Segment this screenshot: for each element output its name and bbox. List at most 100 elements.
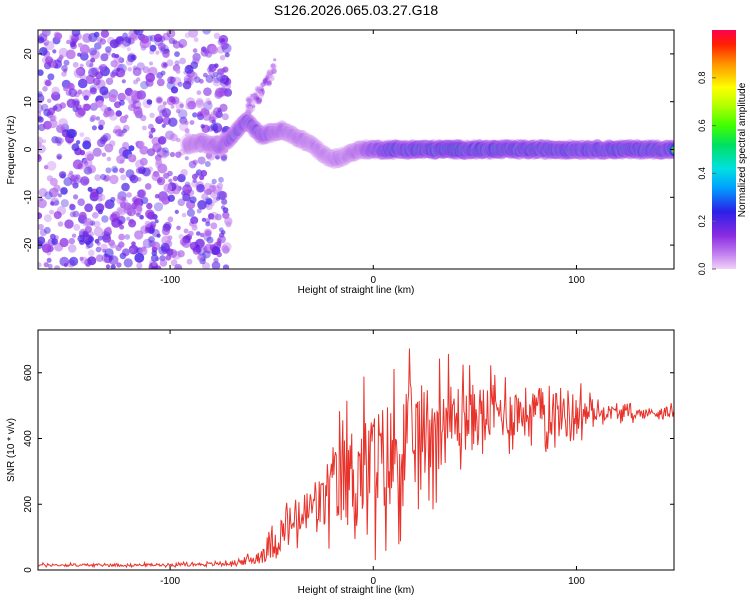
spectrogram-noise-cell	[185, 97, 196, 107]
spectrogram-noise-cell	[127, 103, 136, 111]
spectrogram-noise-cell	[64, 219, 74, 229]
spectrogram-noise-cell	[82, 103, 88, 110]
spectrogram-noise-cell	[43, 226, 51, 234]
spectrogram-noise-cell	[221, 198, 228, 205]
spectrogram-noise-cell	[226, 84, 232, 89]
spectrogram-noise-cell	[221, 113, 229, 121]
spectrogram-noise-cell	[196, 90, 202, 96]
spectrogram-noise-cell	[69, 211, 76, 218]
spectrogram-branch-cell	[268, 75, 275, 82]
spectrogram-noise-cell	[155, 158, 163, 166]
spectrogram-noise-cell	[175, 101, 185, 111]
spectrogram-noise-cell	[58, 171, 67, 179]
spectrogram-noise-cell	[38, 188, 48, 197]
spectrogram-noise-cell	[67, 244, 77, 253]
spectrogram-noise-cell	[201, 217, 206, 222]
spectrogram-noise-cell	[44, 191, 53, 200]
spectrogram-noise-cell	[92, 147, 102, 157]
spectrogram-noise-cell	[47, 107, 56, 116]
spectrogram-noise-cell	[142, 125, 147, 131]
spectrogram-noise-cell	[100, 243, 108, 252]
spectrogram-noise-cell	[167, 76, 176, 85]
spectrogram-noise-cell	[147, 148, 156, 157]
spectrogram-noise-cell	[181, 212, 187, 218]
spectrogram-noise-cell	[170, 259, 178, 267]
snr-panel: -100 0 100 0 200 400 600 Height of straight li…	[6, 329, 675, 596]
spectrogram-noise-cell	[186, 208, 195, 217]
spectrogram-noise-cell	[149, 44, 157, 52]
spectrogram-noise-cell	[83, 95, 89, 101]
spectrogram-noise-cell	[177, 198, 186, 207]
spectrogram-noise-cell	[140, 35, 149, 44]
spectrogram-noise-cell	[109, 242, 116, 249]
spectrogram-noise-cell	[119, 40, 128, 49]
spectrogram-noise-cell	[188, 230, 194, 237]
spectrogram-noise-cell	[44, 165, 49, 170]
spectrogram-noise-cell	[83, 166, 93, 175]
spectrogram-noise-cell	[144, 183, 152, 190]
spectrogram-noise-cell	[82, 140, 92, 150]
spectrogram-noise-cell	[212, 107, 223, 117]
snr-y-tick-label: 400	[23, 430, 34, 447]
spectrogram-noise-cell	[194, 76, 201, 83]
spectrogram-noise-cell	[217, 68, 225, 76]
colorbar-ticks: 0.0 0.2 0.4 0.6 0.8	[697, 72, 716, 275]
spectrogram-noise-cell	[42, 30, 48, 36]
spectrogram-noise-cell	[211, 261, 221, 269]
spectrogram-noise-cell	[71, 233, 77, 238]
spectrogram-noise-cell	[159, 259, 168, 267]
spectrogram-noise-cell	[197, 254, 205, 262]
spectrogram-noise-cell	[128, 145, 135, 152]
spectrogram-noise-cell	[129, 218, 135, 224]
spectrogram-noise-cell	[45, 56, 54, 65]
spectrogram-noise-cell	[42, 86, 48, 92]
spectrogram-noise-cell	[109, 140, 116, 147]
spectrogram-noise-cell	[149, 61, 153, 66]
spectrogram-noise-cell	[124, 234, 131, 240]
spectrogram-noise-cell	[184, 156, 189, 161]
spectrogram-noise-cell	[172, 175, 179, 182]
spectrogram-noise-cell	[220, 155, 228, 162]
spectrogram-noise-cell	[128, 99, 134, 105]
spectrogram-noise-cell	[161, 152, 168, 159]
spectrogram-noise-cell	[139, 214, 144, 220]
spectrogram-noise-cell	[60, 199, 69, 208]
spectrogram-noise-cell	[184, 32, 191, 39]
spectrogram-noise-cell	[162, 50, 170, 58]
snr-x-tick-label: -100	[160, 576, 180, 587]
spectrogram-noise-cell	[132, 67, 142, 77]
spectrogram-noise-cell	[59, 237, 69, 248]
spectrogram-noise-cell	[53, 184, 61, 192]
spectrogram-noise-cell	[94, 174, 101, 181]
spectrogram-noise-cell	[166, 30, 176, 38]
spectrogram-noise-cell	[182, 80, 192, 90]
spectrogram-noise-cell	[196, 231, 201, 236]
spectrogram-noise-cell	[220, 38, 226, 43]
snr-x-tick-label: 100	[568, 576, 585, 587]
spectrogram-noise-cell	[118, 233, 125, 241]
spectrogram-noise-cell	[176, 225, 181, 231]
spectrogram-noise-cell	[108, 255, 119, 266]
spectrogram-noise-cell	[168, 117, 178, 127]
spectrogram-noise-cell	[190, 61, 199, 69]
spectrogram-noise-cell	[179, 44, 184, 49]
spectrogram-noise-cell	[42, 139, 47, 144]
spectrogram-noise-cell	[122, 128, 127, 134]
spectrogram-noise-cell	[132, 205, 143, 216]
spectrogram-noise-cell	[60, 126, 66, 131]
spectrogram-noise-cell	[58, 118, 68, 128]
spectrogram-noise-cell	[52, 49, 57, 54]
spectrogram-noise-cell	[128, 247, 135, 254]
spectrogram-noise-cell	[100, 173, 107, 181]
spectrogram-x-tick-label: 0	[370, 275, 376, 286]
spectrogram-noise-cell	[154, 219, 159, 224]
spectrogram-noise-cell	[122, 248, 130, 257]
spectrogram-noise-cell	[184, 132, 191, 138]
spectrogram-x-tick-label: -100	[160, 275, 180, 286]
spectrogram-noise-cell	[50, 197, 59, 207]
spectrogram-noise-cell	[177, 173, 186, 183]
spectrogram-noise-cell	[140, 196, 149, 205]
spectrogram-noise-cell	[167, 194, 175, 202]
spectrogram-noise-cell	[133, 106, 143, 116]
spectrogram-noise-cell	[109, 213, 119, 223]
